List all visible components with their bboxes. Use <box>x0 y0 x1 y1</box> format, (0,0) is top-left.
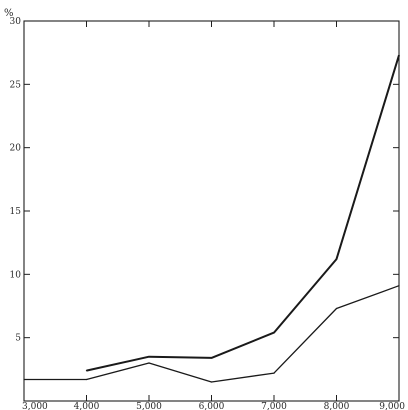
y-axis-ticks: 5 10 15 20 25 30 <box>10 17 399 344</box>
series-1-point <box>210 357 213 359</box>
series-2-point <box>273 372 275 374</box>
series-2-point <box>398 285 400 287</box>
y-tick-label: 25 <box>10 80 22 90</box>
plot-border <box>23 20 400 402</box>
x-tick-label: 7,000 <box>261 402 287 410</box>
series-2-point <box>85 378 88 381</box>
x-tick-label: 9,000 <box>379 402 405 410</box>
series-2-point <box>23 378 25 381</box>
series-1-point <box>148 356 150 358</box>
series-2-point <box>335 307 338 310</box>
series-1-point <box>335 258 338 260</box>
y-unit-label: % <box>4 8 14 19</box>
y-tick-label: 20 <box>10 144 22 154</box>
y-tick-label: 30 <box>10 17 22 27</box>
series-line-1 <box>86 54 400 372</box>
x-tick-label: 6,000 <box>199 402 225 410</box>
series-line-2 <box>24 285 400 383</box>
x-tick-label: 8,000 <box>324 402 350 410</box>
y-tick-label: 5 <box>15 334 21 344</box>
x-tick-label: 5,000 <box>136 402 162 410</box>
series-1-point <box>85 370 88 372</box>
x-tick-label: 3,000 <box>22 402 48 410</box>
series-1-point <box>398 54 400 56</box>
x-tick-label: 4,000 <box>74 402 100 410</box>
series-layer <box>23 54 400 383</box>
series-1-point <box>273 332 275 334</box>
x-axis-ticks: 3,000 4,000 5,000 6,000 7,000 8,000 9,000 <box>22 21 405 410</box>
series-2-point <box>148 362 150 364</box>
y-tick-label: 10 <box>10 270 22 280</box>
plot-frame <box>23 20 400 402</box>
y-tick-label: 15 <box>10 207 22 217</box>
series-2-point <box>210 381 213 383</box>
